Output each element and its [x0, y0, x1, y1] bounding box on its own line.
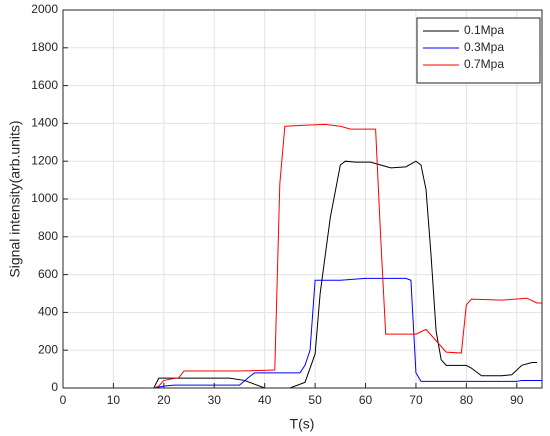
- y-tick-label: 2000: [31, 2, 58, 16]
- x-tick-label: 10: [107, 393, 121, 407]
- legend-box: [416, 17, 541, 84]
- legend: 0.1Mpa 0.3Mpa 0.7Mpa: [416, 17, 541, 84]
- x-tick-label: 30: [208, 393, 222, 407]
- x-tick-label: 50: [308, 393, 322, 407]
- y-tick-label: 800: [38, 229, 58, 243]
- legend-label: 0.7Mpa: [464, 57, 504, 71]
- x-tick-label: 40: [258, 393, 272, 407]
- y-tick-label: 1600: [31, 78, 58, 92]
- x-tick-label: 20: [157, 393, 171, 407]
- y-tick-label: 600: [38, 267, 58, 281]
- y-tick-label: 0: [51, 380, 58, 394]
- y-tick-label: 1800: [31, 40, 58, 54]
- x-tick-label: 90: [510, 393, 524, 407]
- y-tick-label: 1400: [31, 116, 58, 130]
- y-tick-label: 400: [38, 305, 58, 319]
- series-line: [63, 277, 542, 389]
- y-tick-label: 200: [38, 342, 58, 356]
- y-tick-label: 1200: [31, 153, 58, 167]
- x-tick-label: 70: [409, 393, 423, 407]
- y-axis-label: Signal intensity(arb.units): [7, 120, 23, 277]
- x-tick-label: 0: [60, 393, 67, 407]
- x-tick-label: 80: [460, 393, 474, 407]
- series-line: [63, 160, 537, 389]
- x-axis-label: T(s): [290, 416, 315, 432]
- x-tick-label: 60: [359, 393, 373, 407]
- y-tick-label: 1000: [31, 191, 58, 205]
- legend-label: 0.3Mpa: [464, 40, 504, 54]
- axes-box: [62, 9, 543, 389]
- series-line: [63, 123, 542, 389]
- legend-label: 0.1Mpa: [464, 23, 504, 37]
